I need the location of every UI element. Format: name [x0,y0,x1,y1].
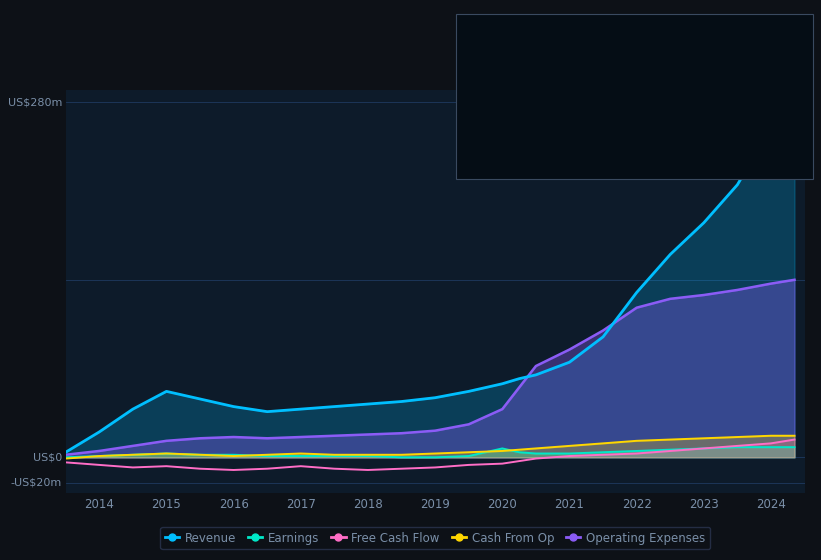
Text: /yr: /yr [707,55,726,65]
Text: US$280m: US$280m [7,97,62,108]
Text: 3.1%: 3.1% [623,77,654,87]
Text: US$0: US$0 [33,452,62,463]
Text: profit margin: profit margin [661,77,736,87]
Text: /yr: /yr [726,30,744,40]
Text: US$13.868m: US$13.868m [623,100,703,110]
Text: Operating Expenses: Operating Expenses [470,146,582,156]
Text: Jun 30 2024: Jun 30 2024 [470,24,553,37]
Text: Cash From Op: Cash From Op [470,123,548,133]
Text: -US$20m: -US$20m [11,478,62,488]
Text: /yr: /yr [717,100,735,110]
Text: US$16.926m: US$16.926m [623,123,703,133]
Text: US$8.479m: US$8.479m [623,55,695,65]
Text: Earnings: Earnings [470,55,518,65]
Text: US$275.601m: US$275.601m [623,30,710,40]
Text: /yr: /yr [726,146,744,156]
Legend: Revenue, Earnings, Free Cash Flow, Cash From Op, Operating Expenses: Revenue, Earnings, Free Cash Flow, Cash … [160,527,710,549]
Text: Revenue: Revenue [470,30,519,40]
Text: US$139.569m: US$139.569m [623,146,711,156]
Text: /yr: /yr [717,123,735,133]
Text: Free Cash Flow: Free Cash Flow [470,100,553,110]
